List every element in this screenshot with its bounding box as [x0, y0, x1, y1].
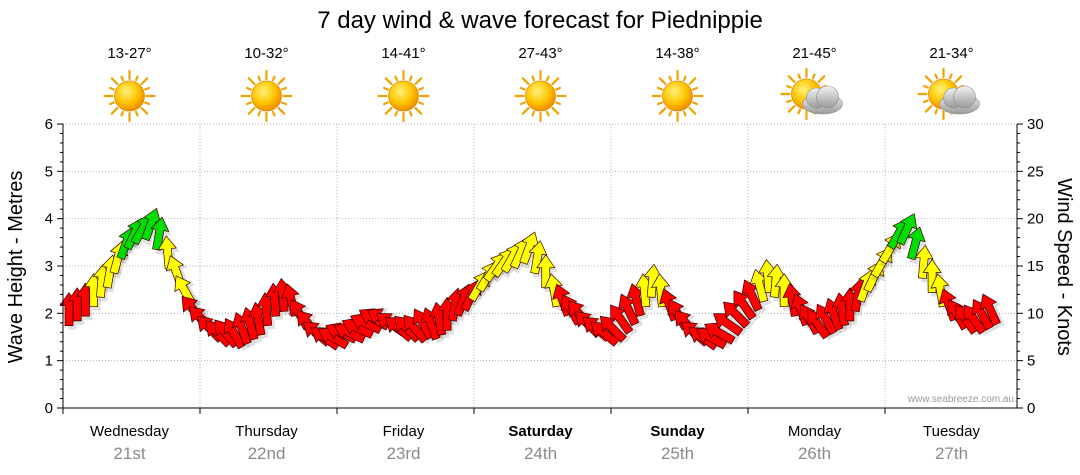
- day-name-label: Wednesday: [90, 423, 169, 440]
- wind-arrows: [59, 208, 1005, 351]
- left-tick-label: 0: [45, 400, 53, 417]
- right-axis-title: Wind Speed - Knots: [1053, 178, 1075, 356]
- left-tick-label: 3: [45, 258, 53, 275]
- right-tick-label: 15: [1027, 258, 1044, 275]
- day-name-label: Tuesday: [923, 423, 980, 440]
- day-date-label: 22nd: [248, 444, 286, 463]
- day-date-label: 26th: [798, 444, 831, 463]
- day-date-label: 24th: [524, 444, 557, 463]
- chart-grid: [63, 123, 1017, 408]
- sun-icon: [103, 69, 156, 123]
- day-name-label: Monday: [788, 423, 842, 440]
- temperature-label: 21-45°: [792, 45, 836, 62]
- right-tick-label: 20: [1027, 211, 1044, 228]
- sun-icon: [651, 69, 704, 123]
- left-tick-label: 5: [45, 163, 53, 180]
- day-date-label: 25th: [661, 444, 694, 463]
- right-tick-label: 30: [1027, 116, 1044, 133]
- wind-arrow: [979, 293, 1005, 329]
- temperature-label: 10-32°: [244, 45, 288, 62]
- right-tick-label: 10: [1027, 305, 1044, 322]
- day-date-label: 23rd: [386, 444, 420, 463]
- weather-row: 13-27° 10-32° 14-41° 27-43° 14-38° 21-45° 21-3…: [103, 45, 980, 123]
- credit-text: www.seabreeze.com.au: [907, 394, 1014, 405]
- left-tick-label: 6: [45, 116, 53, 133]
- wind-arrow: [150, 216, 172, 255]
- wind-arrow: [914, 244, 936, 283]
- left-tick-label: 4: [45, 211, 53, 228]
- chart-axes: 0 1 2 3 4 5 6 0 5 10 15 20 25 30: [45, 116, 1044, 417]
- temperature-label: 21-34°: [929, 45, 973, 62]
- wind-arrow: [907, 226, 927, 265]
- day-name-label: Sunday: [650, 423, 705, 440]
- wind-arrow: [723, 301, 755, 329]
- right-tick-label: 5: [1027, 353, 1035, 370]
- left-tick-label: 2: [45, 305, 53, 322]
- day-name-label: Friday: [383, 423, 425, 440]
- sun-icon: [377, 69, 430, 123]
- wind-arrow: [896, 213, 918, 251]
- temperature-label: 13-27°: [107, 45, 151, 62]
- day-name-label: Saturday: [508, 423, 573, 440]
- wind-arrow: [528, 240, 550, 279]
- left-tick-label: 1: [45, 353, 53, 370]
- right-tick-label: 0: [1027, 400, 1035, 417]
- left-axis-title: Wave Height - Metres: [5, 171, 27, 364]
- temperature-label: 27-43°: [518, 45, 562, 62]
- wind-arrow: [519, 231, 541, 270]
- wind-arrow: [599, 315, 632, 344]
- sun-icon: [240, 69, 293, 123]
- wind-arrow: [141, 208, 163, 246]
- day-date-label: 21st: [113, 444, 145, 463]
- day-name-label: Thursday: [235, 423, 298, 440]
- sun-icon: [514, 69, 567, 123]
- day-date-label: 27th: [935, 444, 968, 463]
- temperature-label: 14-41°: [381, 45, 425, 62]
- temperature-label: 14-38°: [655, 45, 699, 62]
- partly-cloudy-icon: [917, 67, 980, 121]
- partly-cloudy-icon: [780, 67, 843, 121]
- chart-title: 7 day wind & wave forecast for Piednippi…: [317, 7, 763, 34]
- right-tick-label: 25: [1027, 163, 1044, 180]
- day-labels: Wednesday 21st Thursday 22nd Friday 23rd Satur…: [90, 423, 980, 463]
